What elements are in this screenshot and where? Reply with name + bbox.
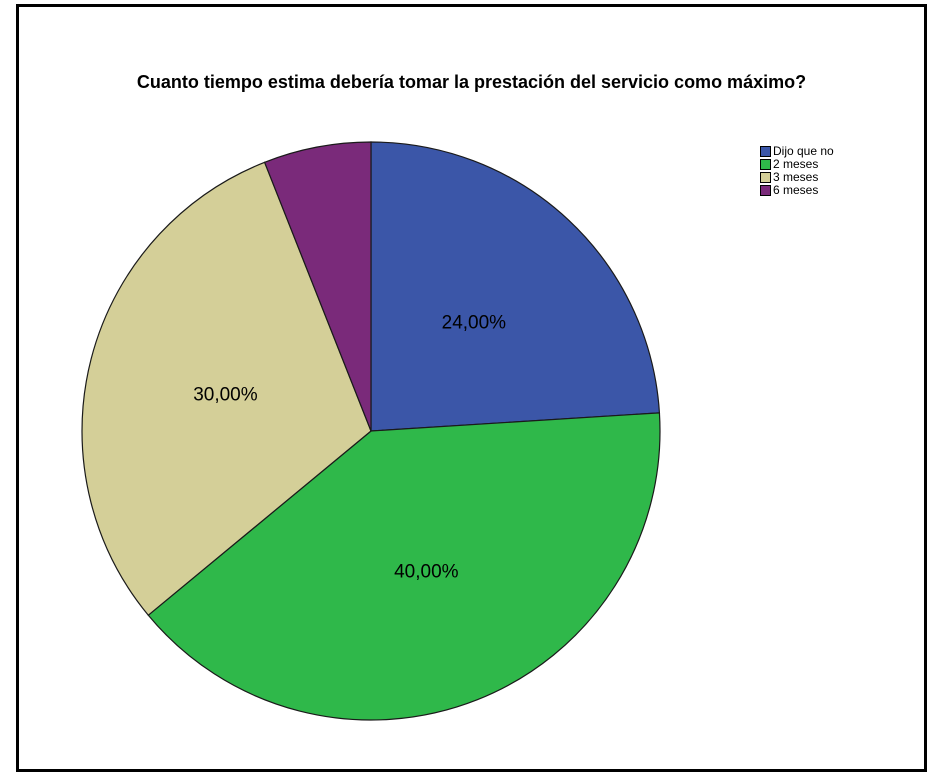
legend-label: 6 meses	[773, 183, 819, 197]
slice-label-2-meses: 40,00%	[394, 562, 459, 583]
chart-legend: Dijo que no 2 meses 3 meses 6 meses	[760, 145, 834, 197]
legend-item-2-meses: 2 meses	[760, 158, 834, 171]
legend-item-dijo-que-no: Dijo que no	[760, 145, 834, 158]
pie-slice-2-meses	[147, 412, 661, 721]
slice-label-3-meses: 30,00%	[193, 385, 258, 406]
pie-slice-6-meses	[263, 141, 372, 432]
legend-swatch	[760, 172, 771, 183]
legend-item-6-meses: 6 meses	[760, 184, 834, 197]
pie-slice-dijo-que-no	[370, 141, 661, 432]
legend-item-3-meses: 3 meses	[760, 171, 834, 184]
legend-label: Dijo que no	[773, 144, 834, 158]
legend-swatch	[760, 159, 771, 170]
legend-swatch	[760, 185, 771, 196]
slice-label-dijo-que-no: 24,00%	[442, 312, 507, 333]
legend-label: 3 meses	[773, 170, 819, 184]
legend-label: 2 meses	[773, 157, 819, 171]
pie-slice-3-meses	[81, 161, 372, 617]
chart-title: Cuanto tiempo estima debería tomar la pr…	[136, 72, 807, 92]
legend-swatch	[760, 146, 771, 157]
